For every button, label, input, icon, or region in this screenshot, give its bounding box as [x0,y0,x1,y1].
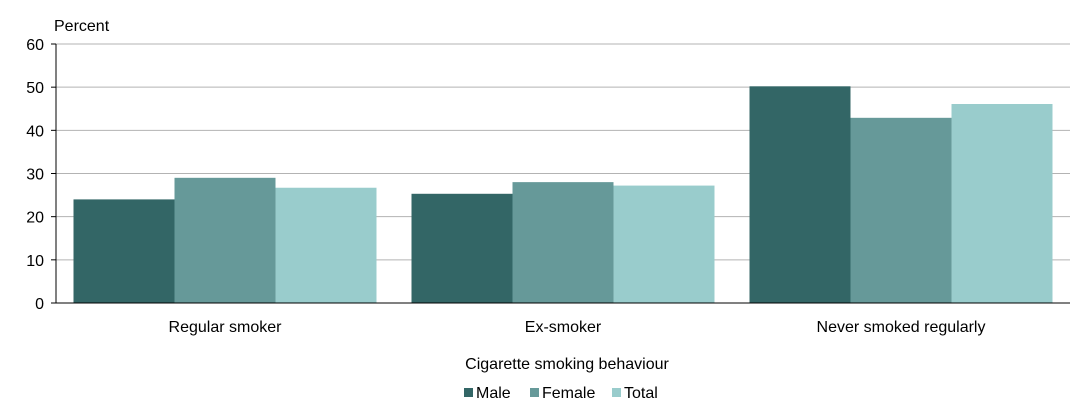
x-category-label: Regular smoker [169,319,283,336]
bar-female [512,182,614,303]
legend-swatch-female [530,388,539,397]
x-axis-title: Cigarette smoking behaviour [465,356,669,373]
bar-female [174,177,276,303]
y-tick-label: 10 [26,253,44,270]
legend-label-female: Female [542,385,595,402]
bar-total [613,185,715,303]
y-tick-label: 0 [35,296,44,313]
bar-total [275,187,377,303]
bar-male [73,199,175,303]
legend: Male Female Total [464,385,658,402]
y-axis-unit-label: Percent [54,18,110,35]
axes: 0 10 20 30 40 50 60 Regular smoker Ex-smoker Neve… [26,37,1070,336]
legend-swatch-male [464,388,473,397]
legend-label-total: Total [624,385,658,402]
legend-swatch-total [612,388,621,397]
y-tick-label: 60 [26,37,44,54]
y-tick-label: 50 [26,80,44,97]
x-category-label: Never smoked regularly [817,319,986,336]
x-category-label: Ex-smoker [525,319,602,336]
bar-male [411,193,513,303]
legend-label-male: Male [476,385,511,402]
bar-total [951,104,1053,303]
y-tick-label: 40 [26,123,44,140]
y-tick-label: 30 [26,167,44,184]
y-tick-label: 20 [26,210,44,227]
bar-male [749,86,851,303]
bars [73,86,1053,303]
bar-female [850,117,952,303]
